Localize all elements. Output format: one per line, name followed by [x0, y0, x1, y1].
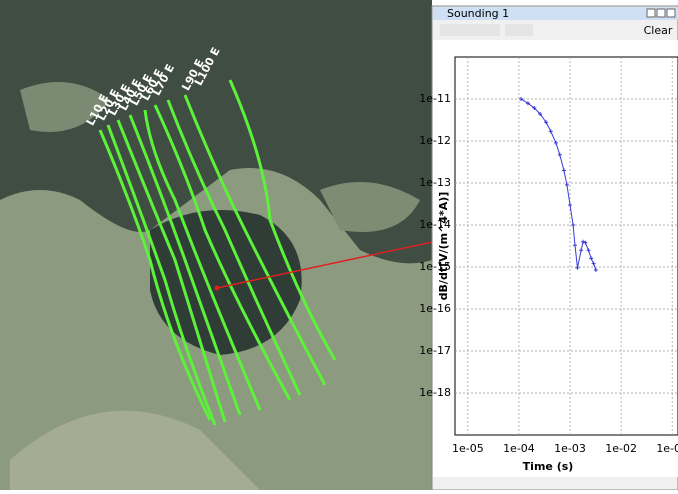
y-tick-label: 1e-12: [419, 134, 451, 147]
y-axis-label: dB/dt[V/(m^4*A)]: [437, 192, 450, 301]
window-title: Sounding 1: [447, 7, 509, 20]
window: Sounding 1 Clear 1e-05 1e-04 1e-03 1e-02 1e-…: [419, 6, 678, 490]
screen: L10 EL20 EL30 EL40 EL50 EL60 EL70 EL90 E…: [0, 0, 678, 490]
x-tick-label: 1e-05: [452, 442, 484, 455]
x-tick-label: 1e-03: [554, 442, 586, 455]
plot-area: [455, 57, 678, 435]
toolbar-buttons[interactable]: [505, 24, 533, 36]
x-tick-label: 1e-02: [605, 442, 637, 455]
x-axis-label: Time (s): [523, 460, 574, 473]
toolbar-buttons[interactable]: [440, 24, 500, 36]
y-tick-label: 1e-18: [419, 386, 451, 399]
close[interactable]: [667, 9, 675, 17]
clear-button[interactable]: Clear: [644, 24, 673, 37]
x-tick-label: 1e-01: [656, 442, 678, 455]
y-tick-label: 1e-11: [419, 92, 451, 105]
maximize[interactable]: [657, 9, 665, 17]
y-tick-label: 1e-17: [419, 344, 451, 357]
minimize[interactable]: [647, 9, 655, 17]
y-tick-label: 1e-16: [419, 302, 451, 315]
y-tick-label: 1e-13: [419, 176, 451, 189]
x-tick-label: 1e-04: [503, 442, 535, 455]
